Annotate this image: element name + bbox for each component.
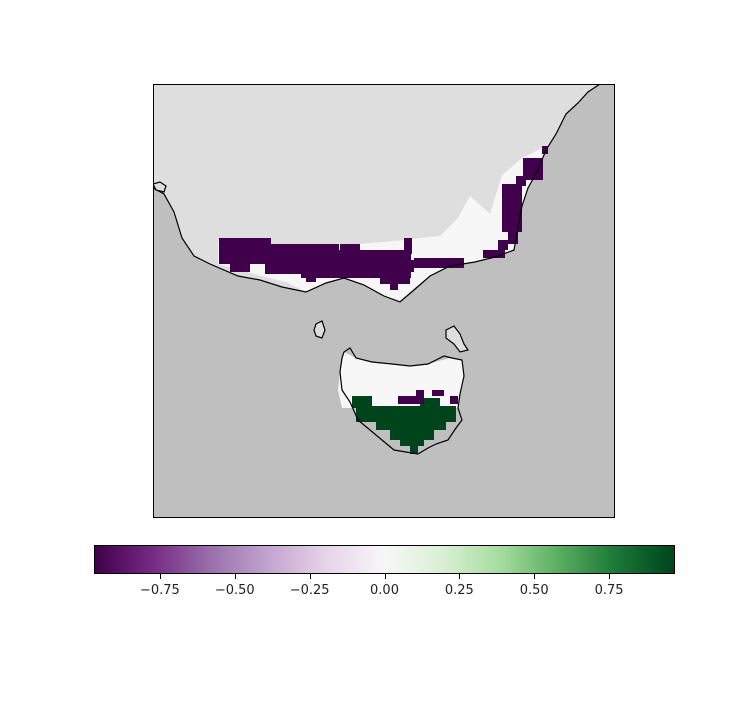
colorbar-tick-mark	[234, 574, 236, 579]
tasmania-negative-cells	[398, 390, 458, 404]
tasmania-positive-cells	[352, 396, 456, 454]
map-panel	[153, 84, 615, 518]
tasmania-coastline	[339, 347, 465, 455]
colorbar-tick-mark	[459, 574, 461, 579]
colorbar-tick-mark	[309, 574, 311, 579]
colorbar-tick-label: −0.25	[289, 583, 330, 598]
colorbar	[94, 545, 675, 574]
colorbar-tick-label: 0.00	[370, 583, 399, 598]
colorbar-tick-label: 0.25	[444, 583, 474, 598]
colorbar-tick-mark	[534, 574, 536, 579]
king-island	[313, 320, 326, 339]
colorbar-tick-label: 0.50	[519, 583, 549, 598]
colorbar-tick-mark	[609, 574, 611, 579]
colorbar-tick-label: −0.50	[214, 583, 255, 598]
flinders-island	[445, 325, 469, 353]
colorbar-tick-label: −0.75	[139, 583, 180, 598]
mainland-coastline	[153, 84, 601, 303]
colorbar-tick-mark	[159, 574, 161, 579]
mainland-negative-cells	[219, 146, 548, 290]
map-frame	[153, 84, 615, 518]
colorbar-tick-mark	[384, 574, 386, 579]
coastal-island	[153, 181, 167, 193]
colorbar-tick-label: 0.75	[594, 583, 624, 598]
